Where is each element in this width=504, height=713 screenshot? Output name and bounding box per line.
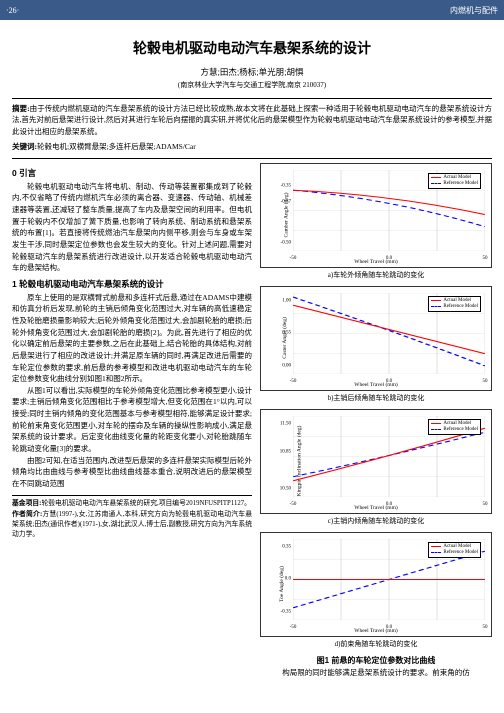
page-number: ·26·	[6, 6, 19, 15]
xtick: -50	[290, 502, 297, 507]
xtick: -50	[290, 256, 297, 261]
keywords-text: 轮毂电机;双横臂悬架;多连杆后悬架;ADAMS/Car	[37, 142, 196, 151]
section-1-body-1: 原车上使用的是双横臂式前悬和多连杆式后悬,通过在ADAMS中建模和仿真分析后发现…	[12, 292, 252, 385]
ytick: 0.35	[271, 544, 291, 549]
keywords: 关键词:轮毂电机;双横臂悬架;多连杆后悬架;ADAMS/Car	[12, 141, 492, 152]
author-bio-text: 方慧(1997-),女,江苏南通人,本科,研究方向为轮毂电机驱动电动汽车悬架系统…	[12, 511, 252, 538]
xtick: 50	[483, 379, 488, 384]
section-0-head: 0 引言	[12, 167, 252, 179]
abstract: 摘要:由于传统内燃机驱动的汽车悬架系统的设计方法已经比较成熟,故本文将在此基础上…	[12, 103, 492, 137]
y-axis-label: Toe Angle (deg)	[279, 566, 285, 602]
legend: Actual ModelReference Model	[428, 542, 481, 558]
ytick: 1.00	[271, 298, 291, 303]
figure-1-title: 图1 前悬的车轮定位参数对比曲线	[260, 655, 492, 666]
legend: Actual ModelReference Model	[428, 419, 481, 435]
ytick: -0.50	[271, 240, 291, 245]
xtick: 50	[483, 625, 488, 630]
ytick: -0.35	[271, 183, 291, 188]
two-column-layout: 0 引言 轮毂电机驱动电动汽车将电机、制动、传动等装置都集成到了轮毂内,不仅省略…	[12, 163, 492, 679]
chart-caption: d)前束角随车轮跳动的变化	[260, 639, 492, 649]
author-bio-label: 作者简介:	[12, 511, 42, 518]
plot-area: 0.350.0-0.35-500.050Actual ModelReferenc…	[293, 539, 485, 620]
fund-info: 基金项目:轮毂电机驱动电动汽车悬架系统的研究,项目编号2019NFUSPITP1…	[12, 499, 252, 509]
chart-1: Caster Angle (deg)Wheel Travel (mm)1.000…	[260, 286, 492, 391]
plot-area: 1.000.550.00-500.050Actual ModelReferenc…	[293, 293, 485, 374]
chart-caption: c)主销内倾角随车轮跳动的变化	[260, 516, 492, 526]
xtick: 0.0	[386, 379, 392, 384]
page-content: 轮毂电机驱动电动汽车悬架系统的设计 方慧;田杰;杨标;单光朋;胡惧 (南京林业大…	[0, 20, 504, 678]
divider	[12, 98, 492, 99]
chart-2: Kingpin Inclination Angle (deg)Wheel Tra…	[260, 409, 492, 514]
chart-caption: b)主销后倾角随车轮跳动的变化	[260, 393, 492, 403]
author-bio: 作者简介:方慧(1997-),女,江苏南通人,本科,研究方向为轮毂电机驱动电动汽…	[12, 510, 252, 541]
ytick: 10.50	[271, 486, 291, 491]
plot-area: 11.5010.8510.50-500.050Actual ModelRefer…	[293, 416, 485, 497]
fund-text: 轮毂电机驱动电动汽车悬架系统的研究,项目编号2019NFUSPITP1127。	[41, 500, 251, 507]
right-column: Camber Angle (deg)Wheel Travel (mm)-0.35…	[260, 163, 492, 679]
abstract-label: 摘要:	[12, 104, 30, 113]
xtick: 0.0	[386, 256, 392, 261]
section-1-body-3: 由图2可知,在适当范围内,改进型后悬架的多连杆悬架实际模型后轮外倾角均比由曲线与…	[12, 455, 252, 490]
ytick: 10.85	[271, 450, 291, 455]
authors: 方慧;田杰;杨标;单光朋;胡惧	[12, 66, 492, 78]
ytick: -0.35	[271, 609, 291, 614]
xtick: 50	[483, 256, 488, 261]
section-0-body: 轮毂电机驱动电动汽车将电机、制动、传动等装置都集成到了轮毂内,不仅省略了传统内燃…	[12, 181, 252, 274]
ytick: 0.00	[271, 363, 291, 368]
xtick: -50	[290, 625, 297, 630]
ytick: 0.0	[271, 577, 291, 582]
paper-title: 轮毂电机驱动电动汽车悬架系统的设计	[12, 38, 492, 58]
xtick: 0.0	[386, 625, 392, 630]
xtick: 0.0	[386, 502, 392, 507]
keywords-label: 关键词:	[12, 142, 37, 151]
left-column: 0 引言 轮毂电机驱动电动汽车将电机、制动、传动等装置都集成到了轮毂内,不仅省略…	[12, 163, 252, 679]
page-header: ·26· 内燃机与配件	[0, 0, 504, 20]
xtick: -50	[290, 379, 297, 384]
ytick: 0.55	[271, 331, 291, 336]
xtick: 50	[483, 502, 488, 507]
affiliation: (南京林业大学汽车与交通工程学院,南京 210037)	[12, 80, 492, 90]
ytick: 11.50	[271, 421, 291, 426]
fund-label: 基金项目:	[12, 500, 41, 507]
chart-caption: a)车轮外倾角随车轮跳动的变化	[260, 270, 492, 280]
legend: Actual ModelReference Model	[428, 296, 481, 312]
y-axis-label: Caster Angle (deg)	[282, 317, 288, 359]
chart-0: Camber Angle (deg)Wheel Travel (mm)-0.35…	[260, 163, 492, 268]
divider	[12, 158, 492, 159]
chart-3: Toe Angle (deg)Wheel Travel (mm)0.350.0-…	[260, 532, 492, 637]
abstract-text: 由于传统内燃机驱动的汽车悬架系统的设计方法已经比较成熟,故本文将在此基础上探索一…	[12, 104, 492, 136]
footer-divider	[12, 495, 252, 496]
ytick: -0.37	[271, 200, 291, 205]
legend: Actual ModelReference Model	[428, 173, 481, 189]
section-1-body-2: 从图1可以看出,实际模型的车轮外倾角变化范围比参考模型更小,设计要求;主销后倾角…	[12, 385, 252, 455]
section-1-head: 1 轮毂电机驱动电动汽车悬架系统的设计	[12, 278, 252, 290]
journal-name: 内燃机与配件	[450, 5, 498, 16]
figure-1-note: 构局限的同时能够满足悬架系统设计的要求。前束角的仿	[260, 668, 492, 679]
plot-area: -0.35-0.37-0.50-500.050Actual ModelRefer…	[293, 170, 485, 251]
